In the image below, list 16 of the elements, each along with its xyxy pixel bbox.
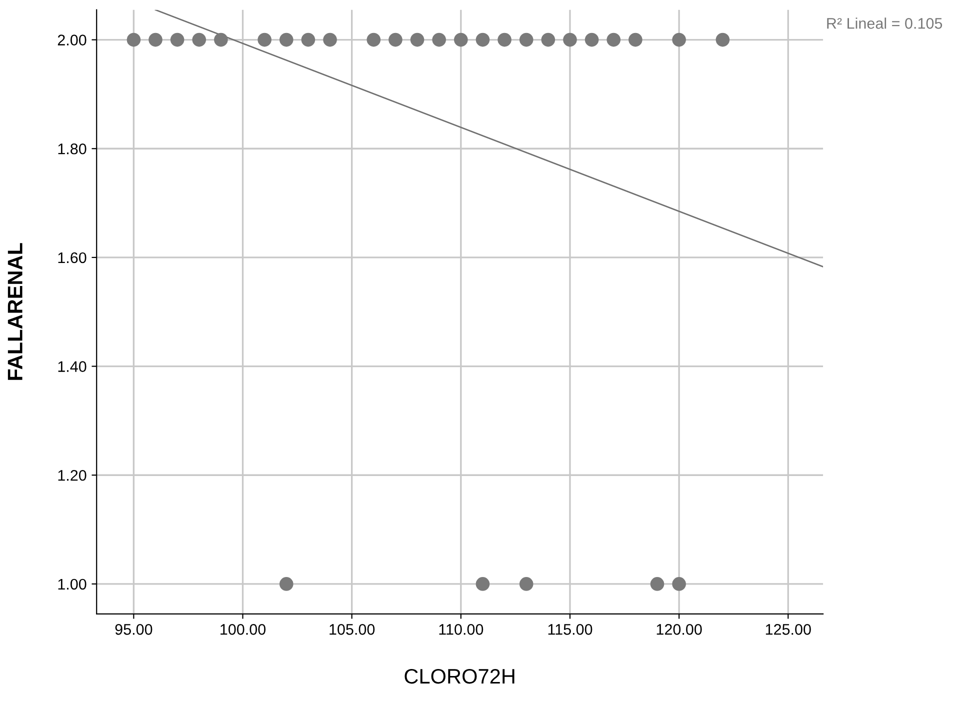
- y-tick-label: 1.40: [58, 361, 86, 372]
- y-tick-label: 1.80: [58, 143, 86, 154]
- y-tick-label: 1.60: [58, 252, 86, 264]
- y-tick-label: 2.00: [58, 34, 86, 46]
- x-axis-title: CLORO72H: [404, 668, 514, 684]
- x-tick-label: 105.00: [330, 624, 375, 635]
- text: R² Lineal = 0.105: [827, 18, 942, 29]
- x-tick-label: 95.00: [115, 624, 152, 635]
- x-tick-label: 110.00: [439, 624, 484, 635]
- x-tick-label: 120.00: [656, 624, 702, 635]
- x-tick-label: 115.00: [548, 624, 592, 635]
- y-tick-label: 1.00: [58, 578, 86, 590]
- x-tick-label: 125.00: [766, 624, 811, 635]
- x-tick-label: 100.00: [220, 624, 266, 635]
- y-axis-title: FALLARENAL: [8, 243, 22, 380]
- y-tick-label: 1.20: [58, 470, 86, 481]
